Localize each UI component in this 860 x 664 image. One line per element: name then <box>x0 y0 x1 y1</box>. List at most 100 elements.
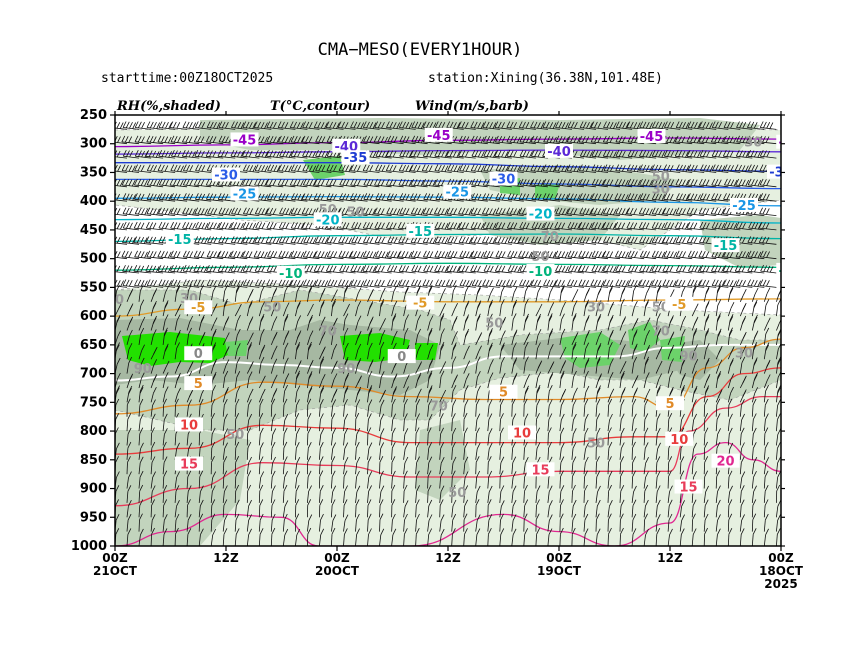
wind-barb-feather <box>152 399 156 406</box>
wind-barb-feather <box>391 499 396 506</box>
wind-barb-feather <box>210 236 214 243</box>
wind-barb-feather <box>504 151 509 158</box>
wind-barb-feather <box>198 222 202 229</box>
wind-barb-staff <box>182 141 200 145</box>
wind-barb-staff <box>319 322 323 331</box>
wind-barb-feather <box>308 344 312 351</box>
wind-barb-feather <box>549 372 554 379</box>
wind-barb-staff <box>583 490 585 503</box>
wind-barb-feather <box>602 178 607 186</box>
wind-barb-staff <box>134 285 152 288</box>
wind-barb-feather <box>354 207 359 215</box>
wind-barb-feather <box>332 327 337 335</box>
wind-barb-feather <box>153 165 157 172</box>
wind-barb-feather <box>555 207 560 214</box>
wind-barb-feather <box>211 485 216 492</box>
wind-barb-feather <box>522 136 527 143</box>
wind-barb-feather <box>377 207 382 215</box>
wind-barb-staff <box>607 462 609 475</box>
wind-barb-feather <box>561 237 566 244</box>
wind-barb-staff <box>446 213 464 216</box>
wind-barb-feather <box>317 179 322 186</box>
wind-barb-feather <box>629 207 634 215</box>
wind-barb-feather <box>584 413 589 421</box>
wind-barb-feather <box>465 300 470 307</box>
wind-barb-feather <box>525 280 530 287</box>
wind-barb-feather <box>380 470 384 478</box>
wind-barb-feather <box>188 284 192 291</box>
wind-barb-feather <box>261 346 265 353</box>
wind-barb-feather <box>377 279 382 287</box>
wind-barb-feather <box>369 237 374 244</box>
wind-barb-feather <box>116 222 121 229</box>
wind-barb-feather <box>390 265 395 272</box>
wind-barb-feather <box>176 251 181 258</box>
wind-barb-staff <box>399 198 416 202</box>
wind-barb-staff <box>487 448 490 460</box>
wind-barb-feather <box>464 330 469 338</box>
wind-barb-staff <box>246 420 250 432</box>
wind-barb-staff <box>122 170 140 173</box>
wind-barb-staff <box>487 319 490 331</box>
wind-barb-staff <box>639 198 657 202</box>
wind-barb-feather <box>420 208 425 215</box>
wind-barb-feather <box>345 222 350 229</box>
wind-barb-staff <box>547 433 549 446</box>
wind-barb-feather <box>646 317 651 324</box>
wind-barb-staff <box>547 491 550 503</box>
wind-barb-feather <box>585 237 590 244</box>
wind-barb-staff <box>463 351 467 360</box>
wind-barb-feather <box>612 266 617 273</box>
wind-barb-staff <box>547 534 550 546</box>
wind-barb-feather <box>157 250 162 257</box>
wind-barb-feather <box>578 250 583 257</box>
wind-barb-feather <box>122 279 127 286</box>
wind-barb-feather <box>137 179 142 186</box>
wind-barb-staff <box>427 490 429 503</box>
wind-barb-feather <box>259 427 264 435</box>
wind-barb-feather <box>248 302 253 309</box>
wind-barb-feather <box>196 279 201 287</box>
wind-barb-feather <box>627 236 632 243</box>
wind-barb-feather <box>173 193 178 200</box>
wind-barb-feather <box>392 388 397 395</box>
wind-barb-staff <box>451 391 454 403</box>
wind-barb-feather <box>333 343 338 351</box>
wind-barb-feather <box>476 356 481 363</box>
wind-barb-feather <box>209 279 214 287</box>
wind-barb-staff <box>530 285 548 288</box>
wind-barb-feather <box>624 179 629 187</box>
wind-barb-feather <box>369 179 374 186</box>
wind-barb-feather <box>583 150 587 157</box>
wind-barb-staff <box>523 447 525 460</box>
wind-barb-feather <box>637 165 641 172</box>
wind-barb-feather <box>366 121 370 129</box>
wind-barb-staff <box>282 433 285 446</box>
wind-barb-feather <box>128 251 133 258</box>
wind-barb-staff <box>607 348 610 360</box>
wind-barb-staff <box>595 491 598 503</box>
wind-barb-feather <box>312 179 317 187</box>
wind-barb-feather <box>306 251 310 258</box>
wind-barb-staff <box>169 127 188 130</box>
wind-barb-feather <box>530 236 535 243</box>
wind-barb-feather <box>305 207 309 215</box>
wind-barb-feather <box>137 164 142 172</box>
wind-barb-feather <box>477 208 481 215</box>
wind-barb-feather <box>290 221 295 229</box>
wind-barb-feather <box>561 222 566 229</box>
wind-barb-staff <box>439 309 444 317</box>
wind-barb-feather <box>356 470 360 478</box>
wind-barb-feather <box>638 279 643 286</box>
wind-barb-feather <box>622 122 626 129</box>
wind-barb-feather <box>246 164 250 172</box>
wind-barb-feather <box>341 236 346 243</box>
wind-barb-feather <box>152 471 156 478</box>
wind-barb-feather <box>195 193 199 200</box>
wind-barb-feather <box>212 371 217 379</box>
wind-barb-feather <box>153 179 157 186</box>
wind-barb-staff <box>439 476 441 489</box>
wind-barb-staff <box>571 490 573 503</box>
wind-barb-feather <box>272 456 276 464</box>
wind-barb-feather <box>507 236 512 243</box>
